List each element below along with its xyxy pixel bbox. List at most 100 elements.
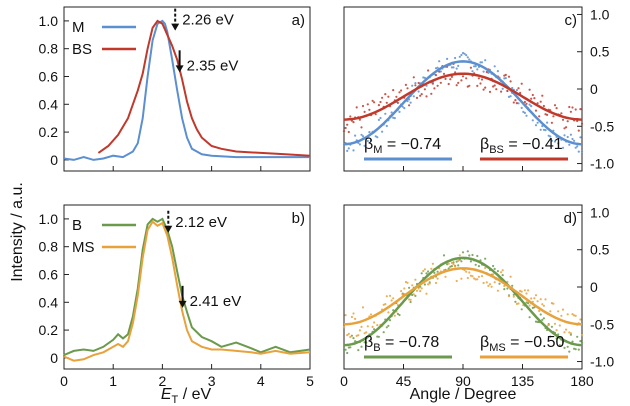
series-MS-point: [530, 297, 533, 300]
series-B-point: [520, 308, 523, 311]
series-BS-point: [358, 118, 361, 121]
series-M-point: [450, 66, 453, 69]
series-MS-point: [488, 283, 492, 286]
series-B-point: [476, 254, 479, 258]
series-MS-point: [425, 292, 428, 295]
series-BS-point: [566, 120, 569, 123]
series-BS-point: [553, 104, 557, 107]
series-MS-line: [63, 220, 311, 362]
series-BS-point: [392, 89, 395, 92]
series-BS-point: [561, 118, 565, 121]
series-B-point: [568, 350, 571, 353]
series-M-point: [474, 65, 477, 68]
series-MS-point: [369, 313, 373, 316]
series-MS-point: [360, 325, 363, 328]
panel-a-frame: [63, 6, 311, 172]
panel-c: -1.0-0.500.51.0c)βM = −0.74 βBS = −0.41: [342, 6, 614, 172]
series-MS-point: [503, 284, 506, 288]
series-M-point: [493, 65, 496, 68]
series-MS-point: [507, 295, 511, 298]
series-BS-point: [507, 75, 511, 78]
beta-symbol: β: [480, 334, 489, 351]
series-B-point: [342, 348, 346, 351]
series-MS-point: [571, 313, 574, 316]
series-B-point: [563, 346, 566, 349]
series-B-point: [541, 318, 544, 321]
series-BS-point: [534, 109, 538, 112]
series-BS-point: [385, 101, 388, 104]
series-M-point: [360, 133, 363, 136]
series-BS-point: [488, 90, 492, 93]
series-B-point: [460, 260, 463, 263]
series-BS-point: [509, 80, 512, 83]
series-BS-point: [560, 112, 563, 115]
series-MS-point: [566, 313, 569, 316]
series-B-point: [492, 264, 495, 268]
series-MS-point: [430, 267, 433, 270]
series-MS-point: [517, 302, 520, 305]
series-MS-point: [492, 273, 495, 276]
series-MS-point: [471, 275, 474, 278]
beta-symbol: β: [480, 136, 489, 153]
series-B-point: [468, 254, 471, 257]
series-M-point: [381, 130, 384, 133]
beta-M-label: βM = −0.74: [364, 136, 441, 156]
panel-d-ytick-label: 0.5: [590, 242, 610, 258]
series-B-point: [423, 283, 426, 286]
series-M-point: [509, 95, 512, 98]
series-B-point: [503, 288, 506, 291]
series-M-point: [553, 140, 557, 143]
series-BS-point: [344, 126, 347, 130]
series-MS-point: [477, 275, 480, 278]
panel-d-panel-label: d): [564, 210, 577, 227]
series-BS-point: [504, 73, 507, 76]
series-MS-point: [350, 315, 353, 319]
series-M-point: [403, 107, 406, 110]
series-BS-point: [371, 99, 374, 102]
series-BS-point: [379, 100, 382, 104]
series-M-point: [580, 150, 584, 153]
panel-a-ytick-label: 0.6: [39, 68, 59, 84]
series-MS-point: [509, 275, 512, 278]
panel-c-panel-label: c): [565, 12, 578, 29]
annotation-arrow-head: [178, 300, 187, 308]
series-BS-point: [425, 95, 428, 98]
series-M-point: [563, 134, 566, 137]
panel-b-xtick-label: 4: [257, 373, 265, 389]
series-BS-point: [366, 103, 369, 106]
series-MS-point: [476, 278, 479, 281]
series-M-point: [523, 111, 527, 114]
series-M-point: [465, 54, 468, 57]
series-B-point: [558, 344, 561, 347]
series-MS-point: [403, 287, 406, 290]
series-BS-point: [408, 104, 411, 107]
series-BS-point: [455, 84, 458, 87]
series-B-point: [471, 253, 474, 257]
series-B-point: [498, 282, 501, 285]
series-MS-point: [468, 271, 471, 274]
series-B-point: [349, 346, 352, 349]
series-BS-point: [552, 115, 555, 118]
series-B-point: [549, 335, 552, 338]
series-MS-point: [436, 277, 439, 280]
series-MS-point: [555, 329, 558, 332]
series-M-point: [568, 143, 571, 146]
series-MS-point: [496, 289, 499, 292]
series-MS-point: [361, 306, 365, 309]
series-M-point: [347, 147, 350, 150]
series-MS-point: [447, 262, 450, 265]
series-MS-point: [561, 308, 565, 311]
series-M-point: [436, 66, 439, 69]
series-MS-point: [541, 303, 544, 306]
panel-b-ytick-label: 0: [50, 350, 58, 366]
legend-M-label: M: [72, 19, 85, 36]
series-B-point: [469, 260, 472, 263]
series-MS-point: [431, 262, 434, 265]
series-M-point: [579, 136, 582, 139]
series-M-point: [525, 114, 528, 117]
series-M-point: [452, 66, 455, 69]
panel-a-ytick-label: 0.8: [39, 41, 59, 57]
series-BS-point: [579, 108, 582, 111]
series-MS-point: [347, 332, 350, 335]
panel-d-ytick-label: -1.0: [590, 354, 614, 370]
